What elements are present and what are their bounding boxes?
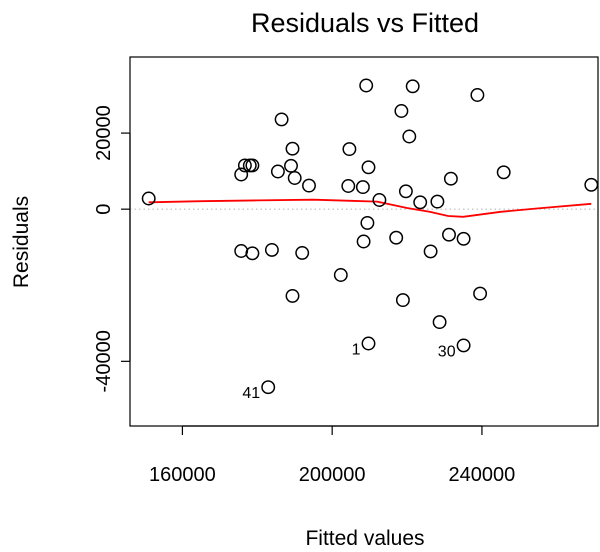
x-axis-title: Fitted values bbox=[305, 527, 424, 550]
y-axis-title: Residuals bbox=[10, 196, 33, 288]
data-point bbox=[423, 244, 438, 259]
data-point bbox=[361, 336, 376, 351]
data-point bbox=[402, 129, 417, 144]
data-point bbox=[470, 88, 485, 102]
data-point bbox=[360, 215, 375, 230]
data-point bbox=[295, 245, 310, 260]
data-point bbox=[141, 191, 156, 206]
data-point bbox=[443, 171, 458, 186]
data-point bbox=[342, 142, 357, 157]
y-axis: -40000 0 20000 bbox=[93, 105, 131, 392]
x-tick-label: 160000 bbox=[149, 464, 216, 486]
point-label: 30 bbox=[438, 343, 456, 360]
data-point bbox=[413, 195, 428, 210]
data-point bbox=[270, 164, 285, 179]
data-point bbox=[355, 180, 370, 195]
smooth-line bbox=[148, 198, 592, 218]
data-point bbox=[234, 244, 249, 258]
data-point bbox=[394, 104, 409, 118]
data-point bbox=[372, 193, 387, 207]
data-point bbox=[430, 194, 445, 209]
data-point bbox=[442, 227, 456, 242]
data-point bbox=[584, 177, 599, 192]
data-point bbox=[456, 338, 471, 353]
y-tick-label: -40000 bbox=[93, 330, 115, 392]
data-point bbox=[245, 158, 260, 173]
x-axis: 160000 200000 240000 bbox=[149, 425, 516, 486]
point-labels-layer: 41 1 30 bbox=[242, 342, 455, 403]
data-point bbox=[333, 268, 348, 282]
data-point bbox=[261, 380, 276, 395]
data-point bbox=[496, 165, 511, 180]
data-point bbox=[405, 79, 420, 94]
data-point bbox=[302, 178, 316, 193]
data-point bbox=[285, 141, 300, 156]
data-point bbox=[356, 234, 371, 249]
plot-frame bbox=[129, 56, 599, 427]
y-tick-label: 0 bbox=[93, 204, 115, 215]
data-point bbox=[398, 184, 413, 199]
data-point bbox=[432, 315, 447, 330]
data-point bbox=[359, 78, 374, 93]
y-tick-label: 20000 bbox=[93, 105, 115, 161]
smooth-line-layer bbox=[148, 198, 592, 218]
data-point bbox=[284, 158, 298, 173]
data-point bbox=[395, 293, 410, 308]
data-point bbox=[285, 288, 300, 303]
x-tick-label: 240000 bbox=[449, 464, 516, 486]
points-layer bbox=[141, 78, 599, 395]
x-tick-label: 200000 bbox=[299, 464, 366, 486]
data-point bbox=[361, 160, 376, 175]
point-label: 41 bbox=[242, 385, 260, 402]
data-point bbox=[287, 171, 302, 185]
data-point bbox=[237, 158, 252, 173]
data-point bbox=[389, 230, 404, 245]
data-point bbox=[245, 246, 260, 261]
data-point bbox=[274, 112, 289, 127]
data-point bbox=[473, 286, 488, 301]
data-point bbox=[234, 167, 249, 182]
data-point bbox=[341, 179, 356, 193]
data-point bbox=[456, 231, 471, 246]
point-label: 1 bbox=[352, 342, 361, 359]
chart-title: Residuals vs Fitted bbox=[251, 8, 479, 38]
data-point bbox=[264, 242, 279, 257]
